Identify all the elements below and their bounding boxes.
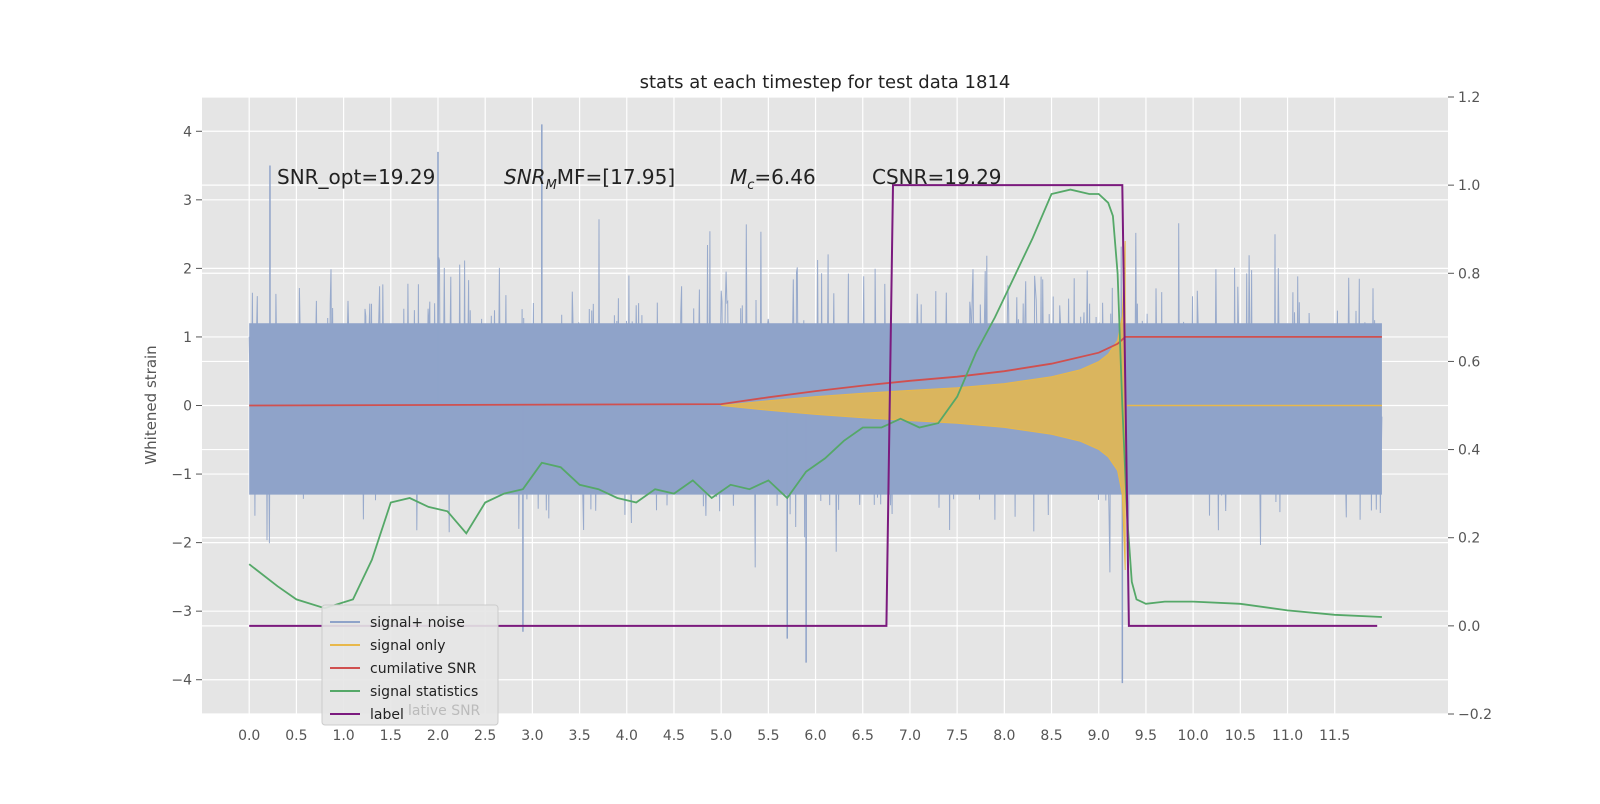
y-tick-label: −4	[171, 673, 192, 689]
x-tick-label: 10.5	[1225, 728, 1256, 744]
legend-label: signal statistics	[370, 684, 478, 700]
x-tick-label: 2.5	[474, 728, 496, 744]
x-tick-label: 3.5	[568, 728, 590, 744]
y-right-tick-label: 0.6	[1458, 354, 1480, 370]
legend-ghost-text: lative SNR	[408, 703, 481, 719]
x-tick-label: 4.0	[616, 728, 638, 744]
x-tick-label: 1.0	[332, 728, 354, 744]
legend-items: signal+ noise signal only cumilative SNR si…	[330, 615, 478, 723]
annotation-csnr: CSNR=19.29	[872, 165, 1002, 189]
annotation-chirp-mass: Mc=6.46	[730, 165, 816, 193]
x-tick-label: 9.0	[1088, 728, 1110, 744]
label-line	[249, 184, 1378, 627]
x-tick-label: 4.5	[663, 728, 685, 744]
chart-title: stats at each timestep for test data 181…	[640, 72, 1011, 93]
y-tick-label: 4	[183, 124, 192, 140]
y-tick-label: 1	[183, 330, 192, 346]
x-tick-label: 3.0	[521, 728, 543, 744]
annotations: SNR_opt=19.29 SNRMMF=[17.95] Mc=6.46 CSN…	[277, 165, 1002, 193]
x-tick-label: 8.0	[993, 728, 1015, 744]
legend-label: cumilative SNR	[370, 661, 477, 677]
y-axis-label: Whitened strain	[142, 345, 160, 464]
y-right-tick-label: 1.2	[1458, 90, 1480, 106]
axes: 0.0 0.5 1.0 1.5 2.0 2.5 3.0 3.5 4.0 4.5 5.0 5.5 6.0 6…	[171, 90, 1492, 744]
y-right-tick-label: 0.0	[1458, 619, 1480, 635]
x-tick-label: 5.5	[757, 728, 779, 744]
annotation-chirp-mass-value: =6.46	[754, 165, 815, 189]
y-tick-label: −1	[171, 467, 192, 483]
legend-label: label	[370, 707, 404, 723]
y-right-tick-label: 1.0	[1458, 178, 1480, 194]
x-tick-label: 1.5	[380, 728, 402, 744]
y-right-tick-label: 0.8	[1458, 266, 1480, 282]
x-tick-label: 11.5	[1319, 728, 1350, 744]
signal-statistics-line	[248, 188, 1382, 618]
x-tick-label: 0.5	[285, 728, 307, 744]
y-tick-label: 2	[183, 261, 192, 277]
legend-box	[321, 604, 499, 726]
y-tick-label: −2	[171, 536, 192, 552]
y-right-tick-label: −0.2	[1458, 707, 1492, 723]
x-tick-label: 7.0	[899, 728, 921, 744]
y-tick-label: −3	[171, 604, 192, 620]
y-right-tick-label: 0.2	[1458, 531, 1480, 547]
x-tick-label: 11.0	[1272, 728, 1303, 744]
annotation-snr-mf-value: MF=[17.95]	[557, 165, 675, 189]
x-tick-label: 6.0	[804, 728, 826, 744]
annotation-snr-mf: SNRMMF=[17.95]	[504, 165, 675, 193]
x-tick-label: 0.0	[238, 728, 260, 744]
annotation-snr-mf-symbol: SNR	[504, 165, 546, 189]
annotation-chirp-mass-subscript: c	[747, 178, 754, 193]
x-tick-label: 5.0	[710, 728, 732, 744]
y-right-tick-label: 0.4	[1458, 443, 1480, 459]
annotation-snr-opt: SNR_opt=19.29	[277, 165, 435, 189]
x-tick-label: 9.5	[1135, 728, 1157, 744]
y-tick-label: 0	[183, 399, 192, 415]
cumulative-snr-line	[249, 336, 1382, 407]
y-tick-label: 3	[183, 193, 192, 209]
annotation-snr-mf-subscript: M	[546, 178, 557, 193]
legend-label: signal only	[370, 638, 445, 654]
x-tick-label: 7.5	[946, 728, 968, 744]
x-tick-label: 6.5	[852, 728, 874, 744]
legend-label: signal+ noise	[370, 615, 465, 631]
x-tick-label: 2.0	[427, 728, 449, 744]
annotation-chirp-mass-symbol: M	[730, 165, 747, 189]
plot-area	[248, 124, 1383, 684]
legend: lative SNR signal+ noise signal only cumil…	[321, 604, 499, 726]
x-tick-label: 10.0	[1178, 728, 1209, 744]
x-tick-label: 8.5	[1040, 728, 1062, 744]
